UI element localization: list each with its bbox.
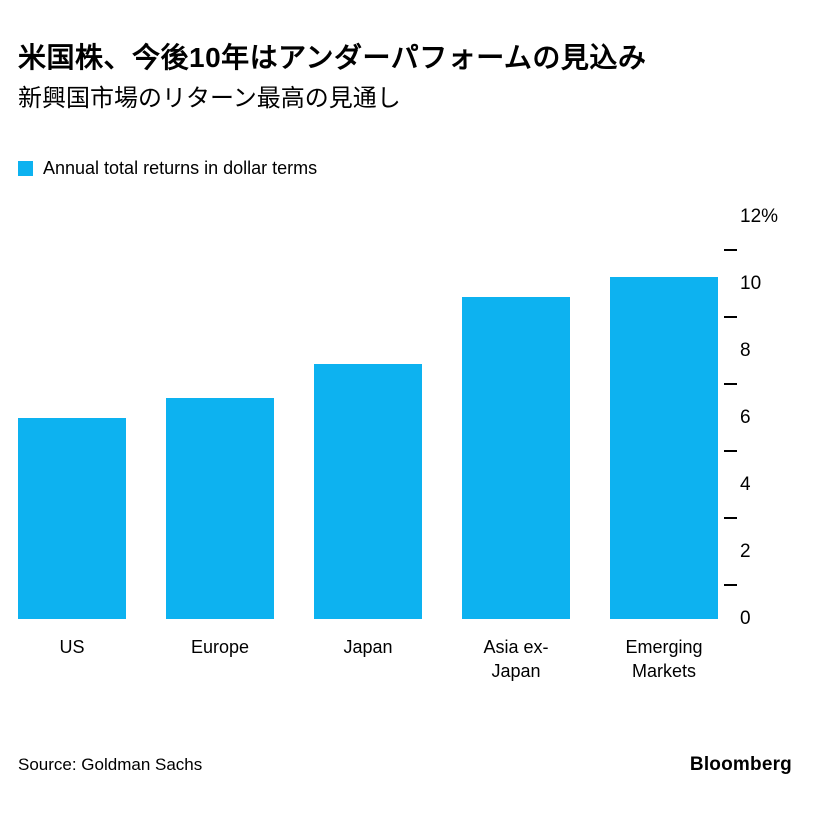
bar-japan xyxy=(314,364,422,619)
bar-chart: 0 2 4 6 8 10 12% xyxy=(18,206,794,629)
y-tick-label: 6 xyxy=(740,406,751,428)
y-tick-mark xyxy=(724,249,737,252)
footer: Source: Goldman Sachs Bloomberg xyxy=(18,754,792,776)
bar-us xyxy=(18,417,126,619)
y-axis: 0 2 4 6 8 10 12% xyxy=(724,206,794,629)
y-tick-mark xyxy=(724,517,737,520)
x-category-label: Japan xyxy=(343,636,393,657)
bar-europe xyxy=(166,397,274,619)
bar-series xyxy=(18,217,718,619)
y-tick-label: 12% xyxy=(740,205,779,227)
y-tick-label: 2 xyxy=(740,540,751,562)
y-tick-mark xyxy=(724,584,737,587)
bar-emerging-markets xyxy=(610,277,718,619)
y-tick-mark xyxy=(724,383,737,386)
x-category-label: Emerging Markets xyxy=(625,636,703,682)
bloomberg-logo: Bloomberg xyxy=(689,754,792,775)
y-tick-label: 10 xyxy=(740,272,762,294)
x-category-label: Europe xyxy=(190,636,250,657)
legend: Annual total returns in dollar terms xyxy=(18,158,794,179)
y-tick-mark xyxy=(724,450,737,453)
plot-area xyxy=(18,217,718,619)
y-tick-label: 0 xyxy=(740,607,751,629)
bar-asia-ex-japan xyxy=(462,297,570,619)
y-tick-label: 4 xyxy=(740,473,751,495)
legend-swatch-icon xyxy=(18,160,33,176)
x-axis-labels: US Europe Japan Asia ex-Japan Emerging Marke… xyxy=(18,635,794,684)
x-category-label: US xyxy=(59,636,85,657)
y-tick-label: 8 xyxy=(740,339,751,361)
chart-subtitle: 新興国市場のリターン最高の見通し xyxy=(18,85,401,112)
source-credit: Source: Goldman Sachs xyxy=(18,755,203,774)
y-tick-mark xyxy=(724,316,737,319)
x-category-label: Asia ex-Japan xyxy=(483,636,549,682)
chart-title: 米国株、今後10年はアンダーパフォームの見込み xyxy=(18,42,647,73)
legend-label: Annual total returns in dollar terms xyxy=(43,157,318,178)
